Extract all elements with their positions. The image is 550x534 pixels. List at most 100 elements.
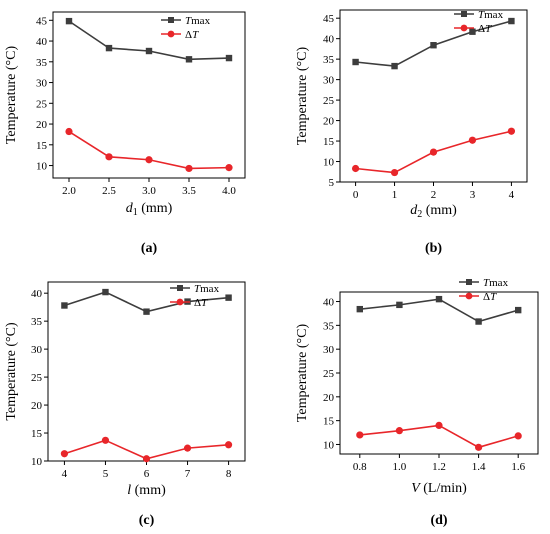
y-tick-label: 10: [31, 456, 43, 468]
data-point-delta-t: [183, 444, 192, 452]
data-point-delta-t: [225, 164, 233, 172]
y-tick-label: 45: [36, 15, 48, 27]
data-point-tmax: [352, 58, 359, 66]
data-point-tmax: [435, 295, 443, 303]
data-point-delta-t: [142, 455, 151, 463]
y-tick-label: 30: [323, 75, 335, 87]
legend-marker-delta-t: [460, 24, 468, 32]
x-axis-label: d1 (mm): [126, 201, 173, 218]
x-tick-label: 1.4: [472, 461, 486, 473]
y-tick-label: 40: [31, 288, 43, 300]
x-axis-label: V (L/min): [411, 481, 467, 496]
legend-marker-delta-t: [465, 292, 473, 300]
x-tick-label: 1.2: [432, 461, 446, 473]
y-tick-label: 25: [323, 95, 335, 107]
data-point-delta-t: [468, 136, 477, 144]
x-tick-label: 4: [62, 468, 68, 480]
y-tick-label: 45: [323, 13, 335, 25]
x-tick-label: 6: [144, 468, 150, 480]
data-point-tmax: [225, 54, 233, 62]
y-axis-label: Temperature (°C): [295, 47, 310, 146]
y-tick-label: 15: [323, 416, 335, 428]
data-point-delta-t: [185, 164, 193, 173]
chart-panel-1: 10 15 20 25 30 35 40 45 2.0 2.5 3.0 3.5 4.0 Temperatu…: [4, 11, 246, 256]
y-tick-label: 20: [323, 116, 335, 128]
plot-frame: [339, 9, 528, 183]
y-tick-label: 15: [31, 428, 43, 440]
y-tick-label: 25: [31, 372, 43, 384]
legend-marker-tmax: [461, 11, 467, 17]
y-tick-label: 40: [36, 36, 48, 48]
data-point-tmax: [105, 44, 113, 52]
y-tick-label: 25: [36, 98, 48, 110]
y-tick-label: 35: [36, 57, 48, 69]
chart-panel-2: 5 10 15 20 25 30 35 40 45 0 1 2 3 4 Temperature (°C) d2…: [295, 9, 528, 256]
y-tick-label: 25: [323, 368, 335, 380]
data-point-tmax: [430, 42, 437, 49]
y-tick-label: 10: [323, 157, 335, 169]
x-tick-label: 0.8: [353, 461, 367, 473]
y-tick-label: 35: [323, 54, 335, 66]
legend-label-delta-t: ΔT: [185, 29, 199, 41]
x-axis-label: l (mm): [127, 483, 166, 498]
y-tick-label: 35: [31, 316, 43, 328]
y-tick-label: 35: [323, 320, 335, 332]
data-point-delta-t: [507, 127, 516, 135]
data-point-delta-t: [356, 431, 364, 439]
legend-label-tmax: Tmax: [483, 277, 509, 289]
y-tick-label: 20: [323, 392, 335, 404]
data-point-delta-t: [351, 164, 360, 173]
panel-label: (b): [425, 241, 442, 256]
x-tick-label: 0: [353, 189, 359, 201]
y-tick-label: 40: [323, 297, 335, 309]
legend-label-tmax: Tmax: [194, 283, 220, 295]
legend-label-delta-t: ΔT: [483, 291, 497, 303]
x-tick-label: 7: [185, 468, 191, 480]
data-point-delta-t: [105, 153, 113, 161]
legend-label-tmax: Tmax: [478, 9, 504, 21]
data-point-tmax: [396, 301, 403, 309]
x-tick-label: 3.0: [142, 185, 156, 197]
y-tick-label: 10: [323, 439, 335, 451]
panel-label: (c): [139, 513, 155, 528]
x-tick-label: 2: [431, 189, 437, 201]
legend-marker-delta-t: [176, 298, 184, 306]
y-tick-label: 10: [36, 161, 48, 173]
data-point-delta-t: [475, 443, 483, 451]
data-point-tmax: [475, 318, 482, 325]
x-tick-label: 1.0: [393, 461, 407, 473]
data-point-tmax: [225, 294, 232, 301]
plot-frame: [52, 11, 246, 179]
legend-marker-tmax: [177, 285, 183, 291]
y-axis-label: Temperature (°C): [4, 322, 19, 421]
legend-marker-delta-t: [167, 30, 175, 38]
data-point-tmax: [469, 28, 476, 35]
legend-label-delta-t: ΔT: [194, 297, 208, 309]
data-point-delta-t: [435, 421, 443, 430]
data-point-delta-t: [224, 441, 233, 449]
x-tick-label: 3: [470, 189, 476, 201]
legend-label-tmax: Tmax: [185, 15, 211, 27]
data-point-tmax: [65, 17, 73, 25]
chart-panel-4: 10 15 20 25 30 35 40 0.8 1.0 1.2 1.4 1.6 Temperature…: [295, 277, 539, 528]
y-tick-label: 15: [323, 136, 335, 148]
y-tick-label: 5: [329, 177, 335, 189]
y-tick-label: 30: [36, 78, 48, 90]
x-tick-label: 5: [103, 468, 109, 480]
data-point-delta-t: [101, 436, 110, 444]
x-tick-label: 1.6: [511, 461, 525, 473]
data-point-tmax: [102, 288, 109, 296]
data-point-delta-t: [60, 450, 69, 458]
y-tick-label: 30: [31, 344, 43, 356]
legend-label-delta-t: ΔT: [478, 23, 492, 35]
x-tick-label: 1: [392, 189, 398, 201]
y-axis-label: Temperature (°C): [295, 324, 310, 423]
x-tick-label: 2.0: [62, 185, 76, 197]
data-point-delta-t: [145, 156, 153, 164]
data-point-delta-t: [65, 127, 73, 136]
x-tick-label: 4: [509, 189, 515, 201]
x-tick-label: 8: [226, 468, 232, 480]
x-tick-label: 4.0: [222, 185, 236, 197]
y-tick-label: 20: [31, 400, 43, 412]
